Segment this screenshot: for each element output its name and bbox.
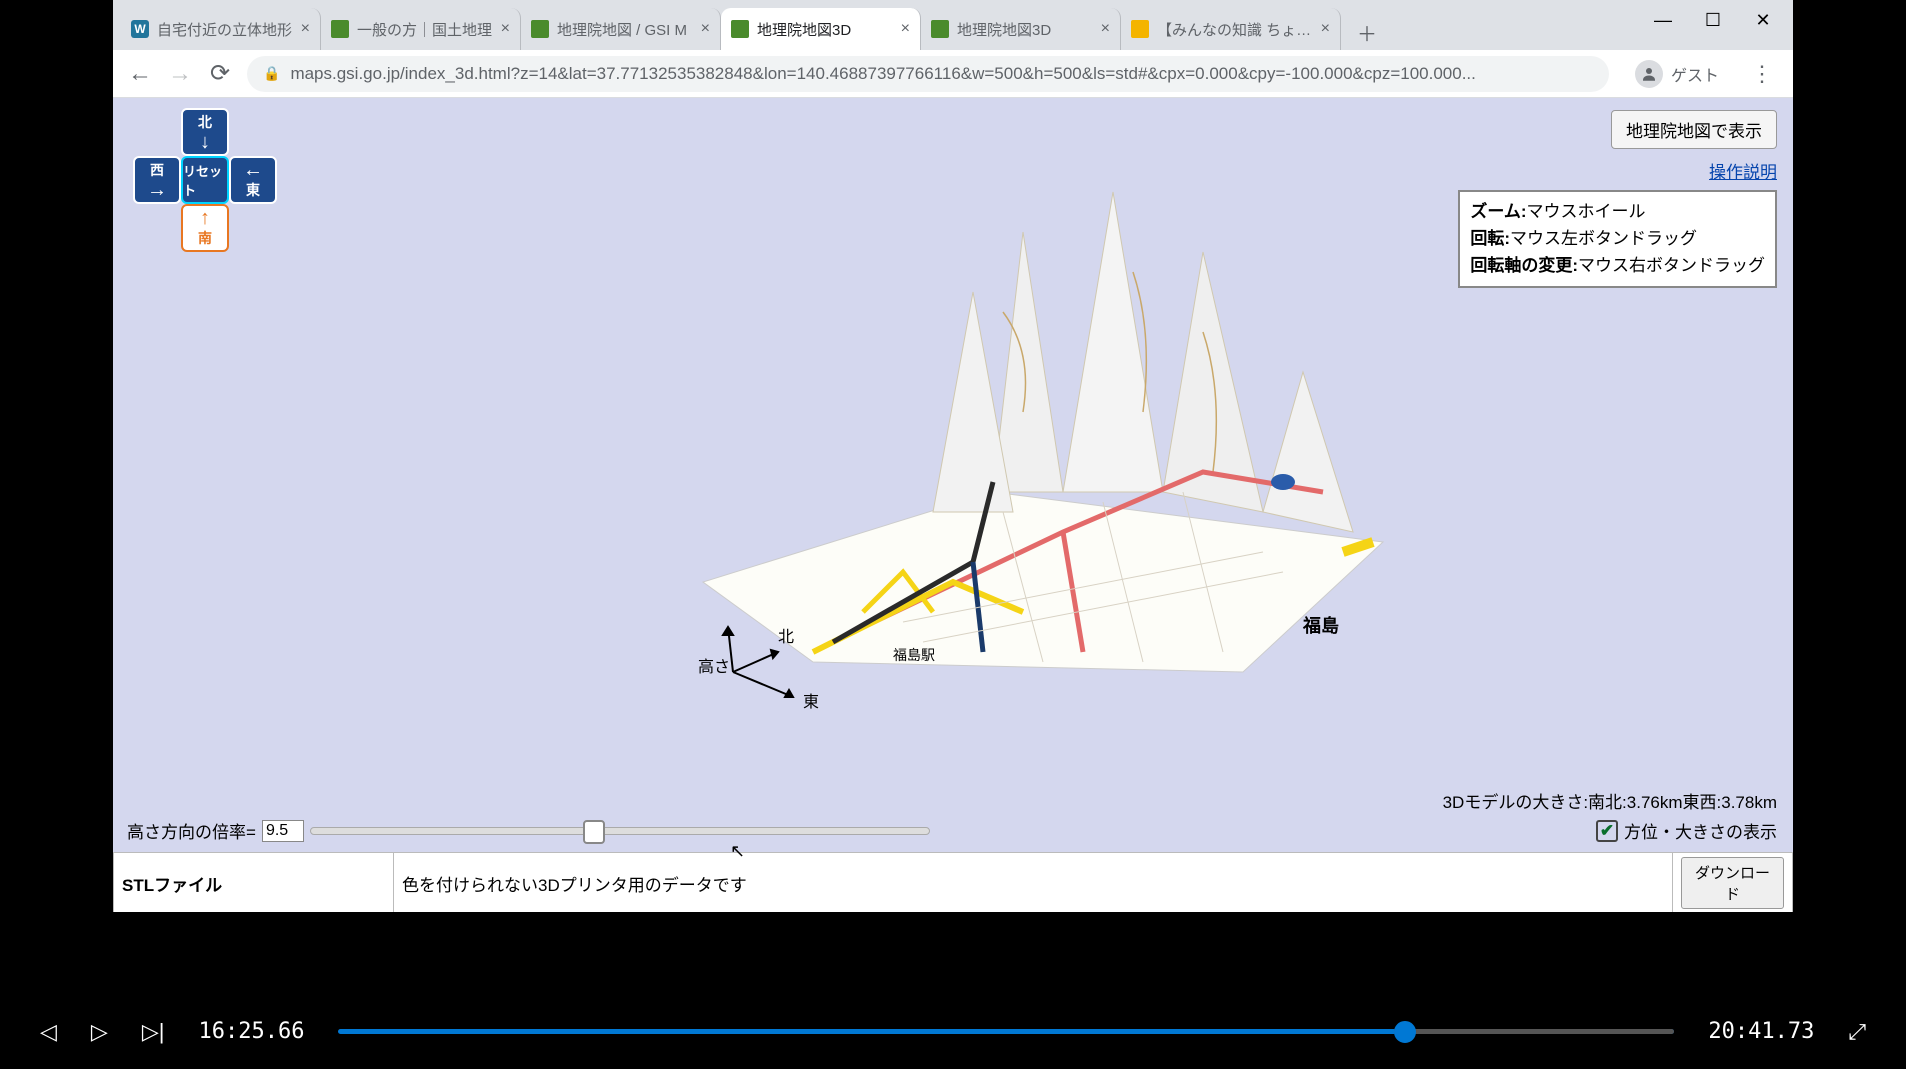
seek-remaining [1394, 1029, 1675, 1034]
close-icon[interactable]: × [1101, 20, 1110, 38]
favicon-gsi [531, 20, 549, 38]
height-slider-row: 高さ方向の倍率= ✔ 方位・大きさの表示 [127, 818, 1777, 843]
file-desc: 色を付けられない3Dプリンタ用のデータです [394, 853, 1673, 913]
height-slider-track[interactable] [310, 827, 930, 835]
help-rotate-label: 回転: [1470, 229, 1510, 248]
reload-button[interactable]: ⟳ [207, 61, 233, 87]
play-button[interactable]: ▷ [91, 1019, 108, 1045]
help-zoom-text: マウスホイール [1526, 202, 1645, 221]
compass-north-button[interactable]: 北 ↓ [181, 108, 229, 156]
tab-4[interactable]: 地理院地図3D × [921, 8, 1121, 50]
height-slider-thumb[interactable] [583, 820, 605, 844]
terrain-svg: 福島駅 福島 北 東 高さ [503, 112, 1403, 712]
close-icon[interactable]: × [301, 20, 310, 38]
compass-east-button[interactable]: ← 東 [229, 156, 277, 204]
close-icon[interactable]: × [901, 20, 910, 38]
help-axis-text: マウス右ボタンドラッグ [1578, 256, 1765, 275]
fullscreen-exit-button[interactable]: ⤢ [1848, 1019, 1866, 1045]
tab-0[interactable]: W 自宅付近の立体地形 × [121, 8, 321, 50]
tab-1[interactable]: 一般の方｜国土地理 × [321, 8, 521, 50]
favicon-wordpress: W [131, 20, 149, 38]
compass-label: 西 [150, 160, 164, 180]
orientation-label: 方位・大きさの表示 [1624, 818, 1777, 843]
favicon-gsi [731, 20, 749, 38]
address-bar: ← → ⟳ 🔒 maps.gsi.go.jp/index_3d.html?z=1… [113, 50, 1793, 98]
forward-button[interactable]: → [167, 61, 193, 87]
height-slider-label: 高さ方向の倍率= [127, 818, 256, 843]
model-size-label: 3Dモデルの大きさ:南北:3.76km東西:3.78km [1443, 788, 1777, 813]
maximize-button[interactable]: ☐ [1703, 10, 1723, 30]
tab-5[interactable]: 【みんなの知識 ちょっと × [1121, 8, 1341, 50]
browser-window: W 自宅付近の立体地形 × 一般の方｜国土地理 × 地理院地図 / GSI M … [113, 0, 1793, 912]
total-time: 20:41.73 [1708, 1019, 1814, 1044]
tab-2[interactable]: 地理院地図 / GSI M × [521, 8, 721, 50]
compass-south-button[interactable]: ↑ 南 [181, 204, 229, 252]
tab-title: 一般の方｜国土地理 [357, 19, 493, 40]
favicon-minna [1131, 20, 1149, 38]
help-box: ズーム:マウスホイール 回転:マウス左ボタンドラッグ 回転軸の変更:マウス右ボタ… [1458, 190, 1777, 288]
close-window-button[interactable]: ✕ [1753, 10, 1773, 30]
compass-label: リセット [183, 161, 227, 199]
tab-title: 自宅付近の立体地形 [157, 19, 293, 40]
url-text: maps.gsi.go.jp/index_3d.html?z=14&lat=37… [290, 64, 1593, 84]
orientation-checkbox[interactable]: ✔ 方位・大きさの表示 [1596, 818, 1777, 843]
axis-n-label: 北 [778, 628, 794, 646]
seek-bar[interactable] [338, 1029, 1674, 1034]
arrow-right-icon: → [147, 180, 167, 200]
arrow-left-icon: ← [243, 160, 263, 180]
tab-strip: W 自宅付近の立体地形 × 一般の方｜国土地理 × 地理院地図 / GSI M … [113, 0, 1385, 50]
video-player-bar: ◁ ▷ ▷| 16:25.66 20:41.73 ⤢ [0, 994, 1906, 1069]
minimize-button[interactable]: — [1653, 10, 1673, 30]
prev-frame-button[interactable]: ◁ [40, 1019, 57, 1045]
tab-title: 地理院地図3D [757, 19, 893, 40]
check-icon: ✔ [1596, 820, 1618, 842]
compass-reset-button[interactable]: リセット [181, 156, 229, 204]
url-field[interactable]: 🔒 maps.gsi.go.jp/index_3d.html?z=14&lat=… [247, 56, 1609, 92]
browser-titlebar: W 自宅付近の立体地形 × 一般の方｜国土地理 × 地理院地図 / GSI M … [113, 0, 1793, 50]
page-content: 福島駅 福島 北 東 高さ 北 [113, 98, 1793, 912]
tab-title: 【みんなの知識 ちょっと [1157, 19, 1313, 40]
arrow-down-icon: ↓ [200, 132, 210, 152]
lock-icon: 🔒 [263, 65, 280, 82]
map-label-city: 福島 [1302, 615, 1339, 636]
back-button[interactable]: ← [127, 61, 153, 87]
menu-button[interactable]: ⋮ [1745, 61, 1779, 87]
window-controls: — ☐ ✕ [1633, 0, 1793, 40]
help-rotate-text: マウス左ボタンドラッグ [1510, 229, 1697, 248]
help-link[interactable]: 操作説明 [1709, 158, 1777, 183]
height-slider-value[interactable] [262, 820, 304, 842]
compass-label: 東 [246, 180, 260, 200]
download-button[interactable]: ダウンロード [1681, 857, 1784, 909]
seek-thumb[interactable] [1394, 1021, 1416, 1043]
map-label-station: 福島駅 [893, 647, 935, 663]
compass-nav: 北 ↓ 西 → リセット ← 東 ↑ 南 [133, 108, 277, 252]
compass-label: 南 [198, 228, 212, 248]
tab-title: 地理院地図 / GSI M [557, 19, 693, 40]
help-zoom-label: ズーム: [1470, 202, 1526, 221]
favicon-gsi [331, 20, 349, 38]
tab-title: 地理院地図3D [957, 19, 1093, 40]
table-row: STLファイル 色を付けられない3Dプリンタ用のデータです ダウンロード [114, 853, 1793, 913]
arrow-up-icon: ↑ [200, 208, 210, 228]
next-frame-button[interactable]: ▷| [142, 1019, 165, 1045]
close-icon[interactable]: × [701, 20, 710, 38]
avatar-icon [1635, 60, 1663, 88]
guest-label: ゲスト [1671, 62, 1719, 86]
open-2d-map-button[interactable]: 地理院地図で表示 [1611, 110, 1777, 149]
axis-h-label: 高さ [698, 658, 730, 676]
favicon-gsi [931, 20, 949, 38]
compass-label: 北 [198, 112, 212, 132]
help-axis-label: 回転軸の変更: [1470, 256, 1578, 275]
profile-button[interactable]: ゲスト [1623, 56, 1731, 92]
download-table: STLファイル 色を付けられない3Dプリンタ用のデータです ダウンロード VRM… [113, 852, 1793, 912]
compass-west-button[interactable]: 西 → [133, 156, 181, 204]
new-tab-button[interactable]: ＋ [1349, 14, 1385, 50]
close-icon[interactable]: × [1321, 20, 1330, 38]
close-icon[interactable]: × [501, 20, 510, 38]
tab-3-active[interactable]: 地理院地図3D × [721, 8, 921, 50]
file-name: STLファイル [114, 853, 394, 913]
axis-e-label: 東 [803, 693, 819, 711]
current-time: 16:25.66 [198, 1019, 304, 1044]
